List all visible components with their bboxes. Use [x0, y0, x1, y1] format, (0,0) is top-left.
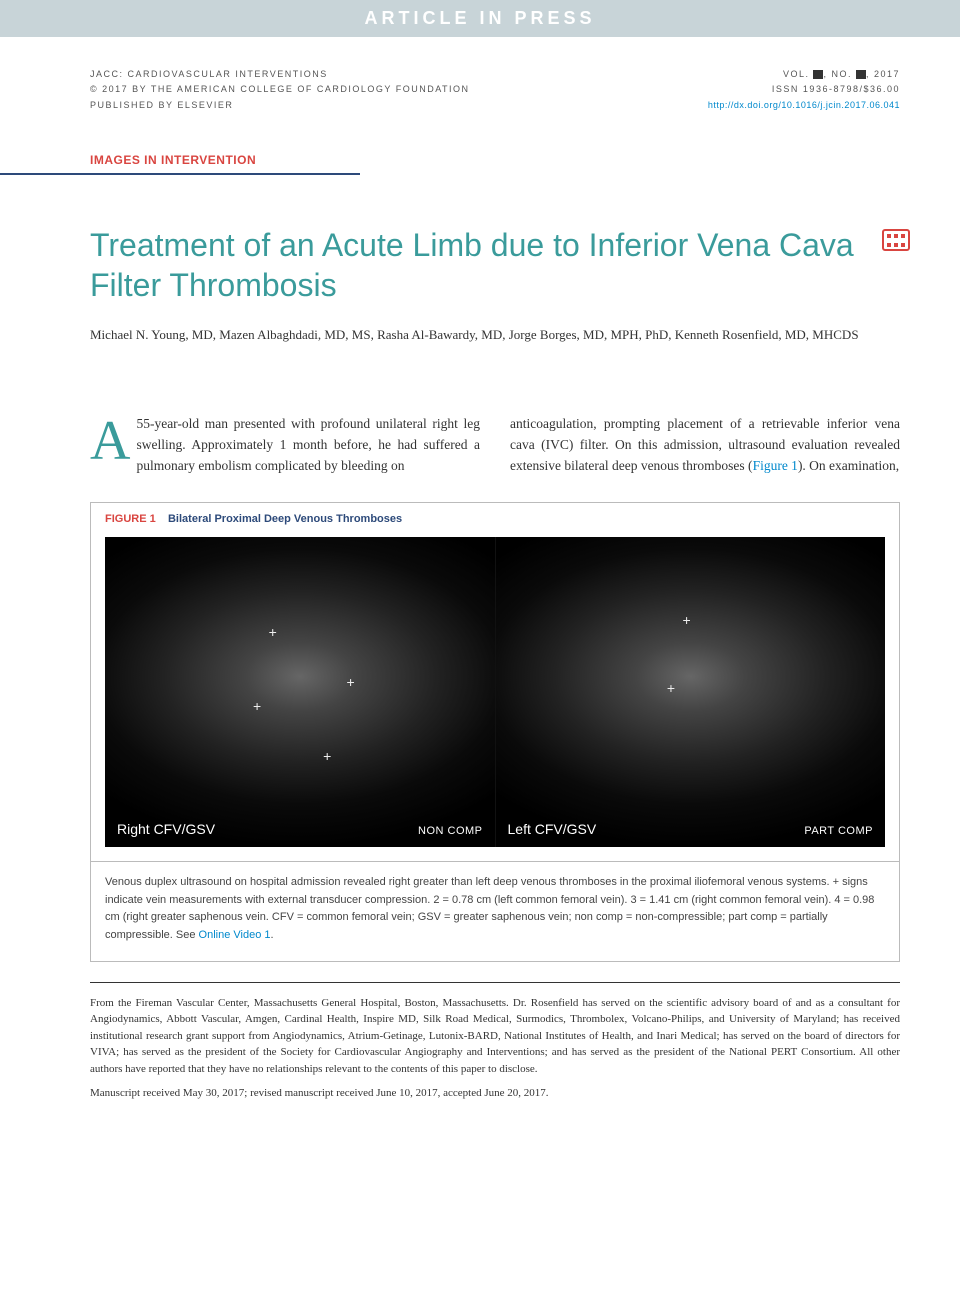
vol-mid: , NO.: [823, 69, 856, 79]
body-column-left: A55-year-old man presented with profound…: [90, 414, 480, 477]
ultrasound-panel-left-cfv: + + Left CFV/GSV PART COMP: [495, 537, 886, 847]
figure-container: FIGURE 1 Bilateral Proximal Deep Venous …: [90, 502, 900, 961]
copyright-line: © 2017 BY THE AMERICAN COLLEGE OF CARDIO…: [90, 82, 470, 97]
page-content: JACC: CARDIOVASCULAR INTERVENTIONS © 201…: [0, 37, 960, 1150]
measurement-cross-icon: +: [269, 624, 277, 640]
journal-name: JACC: CARDIOVASCULAR INTERVENTIONS: [90, 67, 470, 82]
publisher-line: PUBLISHED BY ELSEVIER: [90, 98, 470, 113]
header-left: JACC: CARDIOVASCULAR INTERVENTIONS © 201…: [90, 67, 470, 113]
issn-line: ISSN 1936-8798/$36.00: [708, 82, 900, 97]
caption-text-b: .: [271, 929, 274, 941]
dropcap-letter: A: [90, 414, 136, 466]
figure-header: FIGURE 1 Bilateral Proximal Deep Venous …: [91, 503, 899, 533]
affiliation-disclosure: From the Fireman Vascular Center, Massac…: [90, 995, 900, 1078]
manuscript-dates: Manuscript received May 30, 2017; revise…: [90, 1085, 900, 1102]
volume-line: VOL. , NO. , 2017: [708, 67, 900, 82]
journal-header: JACC: CARDIOVASCULAR INTERVENTIONS © 201…: [90, 67, 900, 113]
measurement-cross-icon: +: [253, 698, 261, 714]
measurement-cross-icon: +: [346, 674, 354, 690]
body-column-right: anticoagulation, prompting placement of …: [510, 414, 900, 477]
article-title: Treatment of an Acute Limb due to Inferi…: [90, 225, 900, 305]
ultrasound-panel-right-cfv: + + + + Right CFV/GSV NON COMP: [105, 537, 495, 847]
panel-state-right: PART COMP: [804, 825, 873, 837]
article-in-press-banner: ARTICLE IN PRESS: [0, 0, 960, 37]
figure-number: FIGURE 1: [105, 513, 156, 525]
body-col1-text: 55-year-old man presented with profound …: [136, 416, 480, 473]
measurement-cross-icon: +: [682, 612, 690, 628]
measurement-cross-icon: +: [323, 748, 331, 764]
section-label: IMAGES IN INTERVENTION: [0, 153, 360, 175]
footnote-block: From the Fireman Vascular Center, Massac…: [90, 995, 900, 1102]
panel-label-right: Left CFV/GSV: [508, 821, 597, 837]
measurement-cross-icon: +: [667, 680, 675, 696]
author-list: Michael N. Young, MD, Mazen Albaghdadi, …: [90, 325, 900, 345]
body-col2-text-b: ). On examination,: [798, 458, 899, 473]
panel-label-left: Right CFV/GSV: [117, 821, 215, 837]
footnote-divider: [90, 982, 900, 983]
vol-prefix: VOL.: [783, 69, 814, 79]
online-video-link[interactable]: Online Video 1: [199, 929, 271, 941]
doi-link[interactable]: http://dx.doi.org/10.1016/j.jcin.2017.06…: [708, 98, 900, 113]
figure-reference-link[interactable]: Figure 1: [753, 458, 798, 473]
video-icon[interactable]: [882, 229, 910, 251]
vol-suffix: , 2017: [866, 69, 900, 79]
figure-title-text: Bilateral Proximal Deep Venous Thrombose…: [168, 513, 402, 525]
ultrasound-image: + + + + Right CFV/GSV NON COMP + + Left …: [105, 537, 885, 847]
body-columns: A55-year-old man presented with profound…: [90, 414, 900, 477]
placeholder-block-icon: [813, 70, 823, 79]
header-right: VOL. , NO. , 2017 ISSN 1936-8798/$36.00 …: [708, 67, 900, 113]
title-text: Treatment of an Acute Limb due to Inferi…: [90, 227, 854, 303]
panel-state-left: NON COMP: [418, 825, 483, 837]
placeholder-block-icon: [856, 70, 866, 79]
figure-caption: Venous duplex ultrasound on hospital adm…: [91, 861, 899, 960]
